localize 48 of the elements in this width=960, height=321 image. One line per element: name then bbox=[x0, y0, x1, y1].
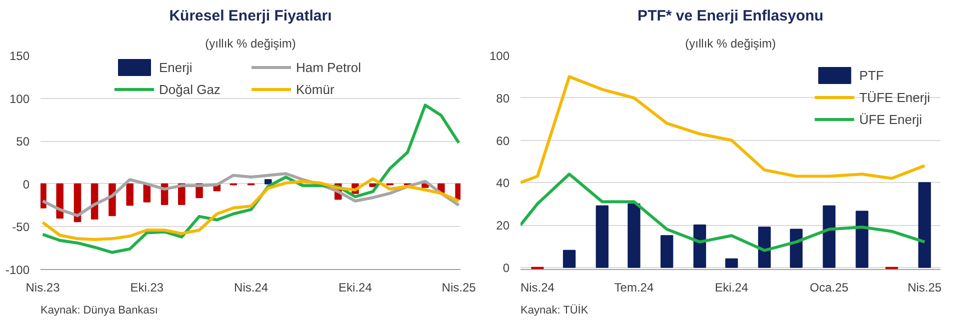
y-tick-label: 100 bbox=[9, 92, 30, 106]
bar bbox=[856, 210, 868, 268]
y-tick-label: 0 bbox=[22, 177, 30, 192]
x-tick-label: Oca.25 bbox=[810, 280, 849, 294]
bar bbox=[758, 226, 771, 268]
legend-label: Ham Petrol bbox=[296, 60, 362, 74]
bar bbox=[822, 205, 836, 268]
y-tick-label: 60 bbox=[496, 134, 510, 148]
x-tick-label: Nis.25 bbox=[442, 280, 476, 294]
bar bbox=[918, 182, 931, 268]
y-tick-label: -50 bbox=[12, 220, 30, 234]
chart-title: Küresel Enerji Fiyatları bbox=[169, 8, 332, 24]
y-tick-label: 80 bbox=[496, 91, 510, 106]
y-tick-label: -100 bbox=[5, 263, 30, 277]
x-tick-label: Nis.24 bbox=[234, 280, 268, 294]
x-tick-label: Tem.24 bbox=[614, 280, 654, 294]
line-series bbox=[41, 177, 460, 242]
line-series bbox=[520, 172, 926, 252]
x-tick-label: Eki.23 bbox=[130, 280, 164, 294]
x-tick-label: Nis.24 bbox=[520, 280, 555, 294]
y-tick-label: 40 bbox=[496, 176, 510, 190]
y-tick-label: 100 bbox=[489, 49, 510, 63]
x-tick-label: Eki.24 bbox=[338, 280, 372, 294]
bar bbox=[790, 228, 803, 268]
legend-label: Enerji bbox=[159, 60, 194, 74]
bar bbox=[562, 250, 576, 268]
y-tick-label: 50 bbox=[16, 134, 30, 149]
chart-title: PTF* ve Enerji Enflasyonu bbox=[638, 8, 824, 24]
y-tick-label: 150 bbox=[9, 49, 30, 63]
legend-label: PTF bbox=[859, 68, 884, 82]
x-tick-label: Nis.23 bbox=[26, 280, 60, 294]
bar bbox=[628, 203, 640, 268]
chart-subtitle: (yıllık % değişim) bbox=[685, 36, 776, 50]
chart-subtitle: (yıllık % değişim) bbox=[205, 36, 296, 50]
text: Kaynak: Dünya Bankası bbox=[40, 304, 158, 316]
x-tick-label: Eki.24 bbox=[714, 280, 749, 294]
bar bbox=[596, 205, 608, 268]
bar bbox=[725, 258, 738, 268]
bar bbox=[660, 235, 674, 268]
legend-label: ÜFE Enerji bbox=[859, 112, 922, 126]
y-tick-label: 20 bbox=[496, 218, 510, 233]
legend-label: TÜFE Enerji bbox=[859, 90, 930, 104]
y-tick-label: 0 bbox=[502, 260, 510, 275]
legend-label: Doğal Gaz bbox=[159, 82, 222, 96]
bar bbox=[693, 224, 706, 268]
legend-label: Kömür bbox=[296, 82, 336, 96]
text: Kaynak: TÜİK bbox=[520, 304, 589, 316]
x-tick-label: Nis.25 bbox=[908, 280, 942, 294]
